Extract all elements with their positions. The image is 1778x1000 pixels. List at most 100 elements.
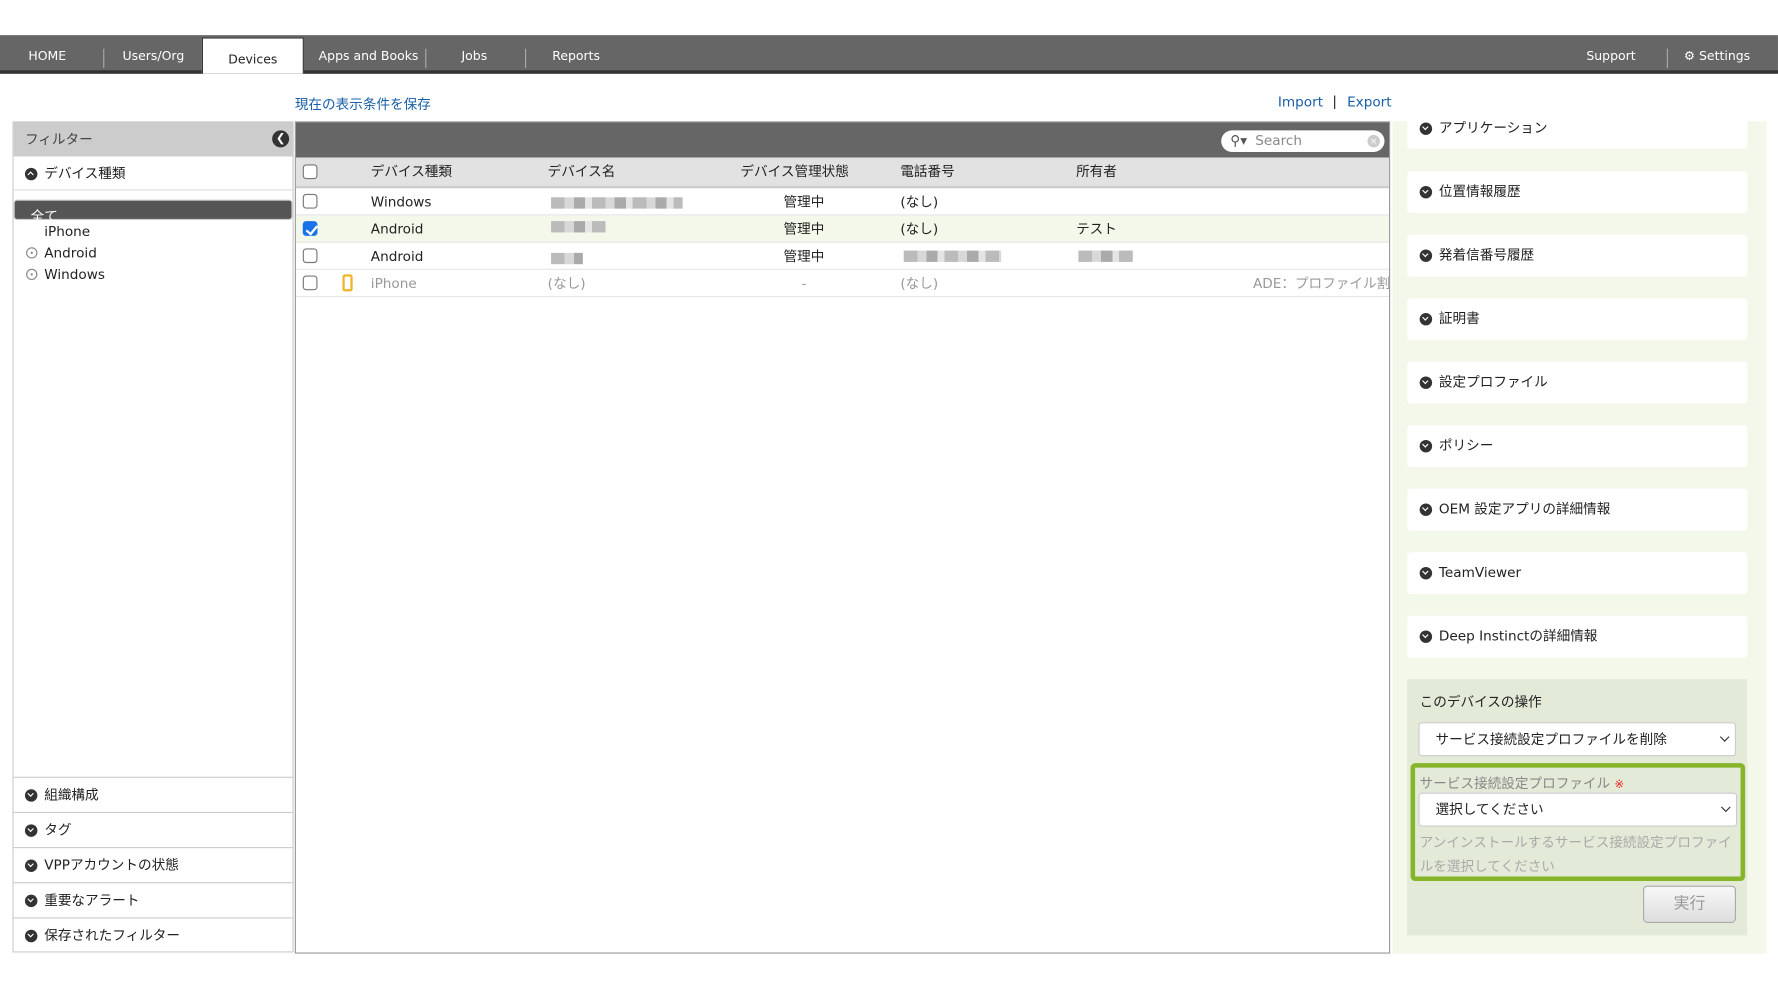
section-label: ポリシー [1438,437,1494,454]
required-mark: ※ [1614,778,1625,792]
run-button[interactable]: 実行 [1643,885,1737,923]
support-link[interactable]: Support [1586,48,1636,64]
ade-note: ADE：プロファイル割 [1252,275,1390,292]
section-label: デバイス種類 [44,165,126,182]
clear-icon[interactable]: × [1367,134,1380,148]
item-label: Android [44,244,97,261]
filter-item-android[interactable]: Android [14,243,293,263]
filter-section-vpp[interactable]: VPPアカウントの状態 [13,847,293,882]
chevron-down-icon [1419,566,1433,580]
chevron-down-icon [24,929,38,943]
divider [425,48,427,69]
divider: | [1332,92,1337,109]
chevron-down-icon [24,789,38,802]
table-row[interactable]: iPhone (なし) - (なし) ADE：プロファイル割 [295,270,1390,298]
section-oem-config[interactable]: OEM 設定アプリの詳細情報 [1407,488,1748,531]
select-all-checkbox[interactable] [302,164,318,180]
section-label: アプリケーション [1438,120,1548,137]
chevron-down-icon [24,824,38,837]
col-device-name[interactable]: デバイス名 [547,163,616,180]
action-select[interactable]: サービス接続設定プロファイルを削除 [1418,722,1737,757]
section-label: タグ [44,822,72,838]
section-label: TeamViewer [1438,564,1522,581]
label-text: サービス接続設定プロファイル [1419,775,1611,792]
profile-field-group: サービス接続設定プロファイル ※ 選択してください アンインストールするサービス… [1410,763,1746,882]
table-header: デバイス種類 デバイス名 デバイス管理状態 電話番号 所有者 [295,157,1390,189]
profile-select[interactable]: 選択してください [1418,792,1738,827]
section-label: 組織構成 [44,786,99,803]
status: - [801,275,807,292]
redacted-phone [903,250,1002,262]
section-policy[interactable]: ポリシー [1407,425,1748,468]
export-link[interactable]: Export [1347,94,1392,110]
filter-header: フィルター ❮ [13,122,293,157]
col-owner[interactable]: 所有者 [1076,163,1117,180]
col-status[interactable]: デバイス管理状態 [740,163,849,180]
table-row[interactable]: Windows 管理中 (なし) [295,188,1390,216]
section-location-history[interactable]: 位置情報履歴 [1407,171,1748,214]
section-label: Deep Instinctの詳細情報 [1438,628,1598,645]
filter-item-all[interactable]: 全て [13,199,293,225]
redacted-name [551,197,683,209]
filter-item-iphone[interactable]: iPhone [14,221,293,241]
tab-devices[interactable]: Devices [201,37,304,74]
section-certificates[interactable]: 証明書 [1407,298,1748,341]
owner: テスト [1076,221,1117,237]
expand-icon[interactable] [26,268,38,281]
device-type-section[interactable]: デバイス種類 [13,156,293,191]
tab-reports[interactable]: Reports [552,48,601,64]
filter-section-saved[interactable]: 保存されたフィルター [13,917,293,952]
chevron-down-icon [1419,439,1433,453]
table-row[interactable]: Android 管理中 (なし) テスト [295,215,1390,243]
divider [1666,48,1668,69]
tab-apps-and-books[interactable]: Apps and Books [318,48,419,64]
status: 管理中 [783,193,825,210]
collapse-icon[interactable]: ❮ [272,130,290,148]
item-label: iPhone [44,223,91,240]
chevron-down-icon [24,859,38,872]
tab-users-org[interactable]: Users/Org [122,48,185,64]
row-checkbox[interactable] [302,221,318,236]
filter-section-alerts[interactable]: 重要なアラート [13,882,293,917]
table-row[interactable]: Android 管理中 [295,243,1390,270]
filter-section-tags[interactable]: タグ [13,811,293,847]
tab-home[interactable]: HOME [28,48,67,64]
section-teamviewer[interactable]: TeamViewer [1407,552,1748,595]
section-config-profiles[interactable]: 設定プロファイル [1407,361,1748,404]
chevron-down-icon [1419,249,1433,262]
top-nav: HOME Users/Org Devices Apps and Books Jo… [0,35,1778,74]
gear-icon: ⚙ [1683,48,1696,64]
tab-jobs[interactable]: Jobs [461,48,488,64]
settings-link[interactable]: ⚙ Settings [1684,35,1750,70]
redacted-name [551,221,606,233]
section-deep-instinct[interactable]: Deep Instinctの詳細情報 [1407,615,1748,658]
col-device-type[interactable]: デバイス種類 [370,163,453,180]
device-type: Windows [370,193,432,210]
status: 管理中 [783,221,825,237]
section-label: 位置情報履歴 [1438,183,1521,200]
section-label: 保存されたフィルター [44,927,181,944]
section-applications[interactable]: アプリケーション [1407,107,1748,149]
search-input[interactable]: ⚲▾ Search × [1221,130,1385,152]
phone: (なし) [900,275,939,292]
section-call-history[interactable]: 発着信番号履歴 [1407,234,1748,277]
item-label: Windows [44,266,105,283]
row-checkbox[interactable] [302,248,318,264]
row-checkbox[interactable] [302,193,318,209]
save-view-link[interactable]: 現在の表示条件を保存 [294,96,431,113]
search-placeholder: Search [1255,132,1302,149]
col-phone[interactable]: 電話番号 [900,163,955,180]
expand-icon[interactable] [26,247,38,259]
profile-hint: アンインストールするサービス接続設定プロファイルを選択してください [1419,834,1732,875]
chevron-down-icon [1719,732,1730,742]
row-checkbox[interactable] [302,275,318,291]
import-link[interactable]: Import [1277,94,1324,110]
filter-panel: フィルター ❮ デバイス種類 全て iPhone Android Windows… [12,121,294,953]
filter-section-org[interactable]: 組織構成 [13,776,293,812]
divider [524,48,527,69]
section-label: 設定プロファイル [1438,374,1548,391]
filter-item-windows[interactable]: Windows [14,264,293,284]
item-label: 全て [30,208,58,225]
status: 管理中 [783,248,825,265]
